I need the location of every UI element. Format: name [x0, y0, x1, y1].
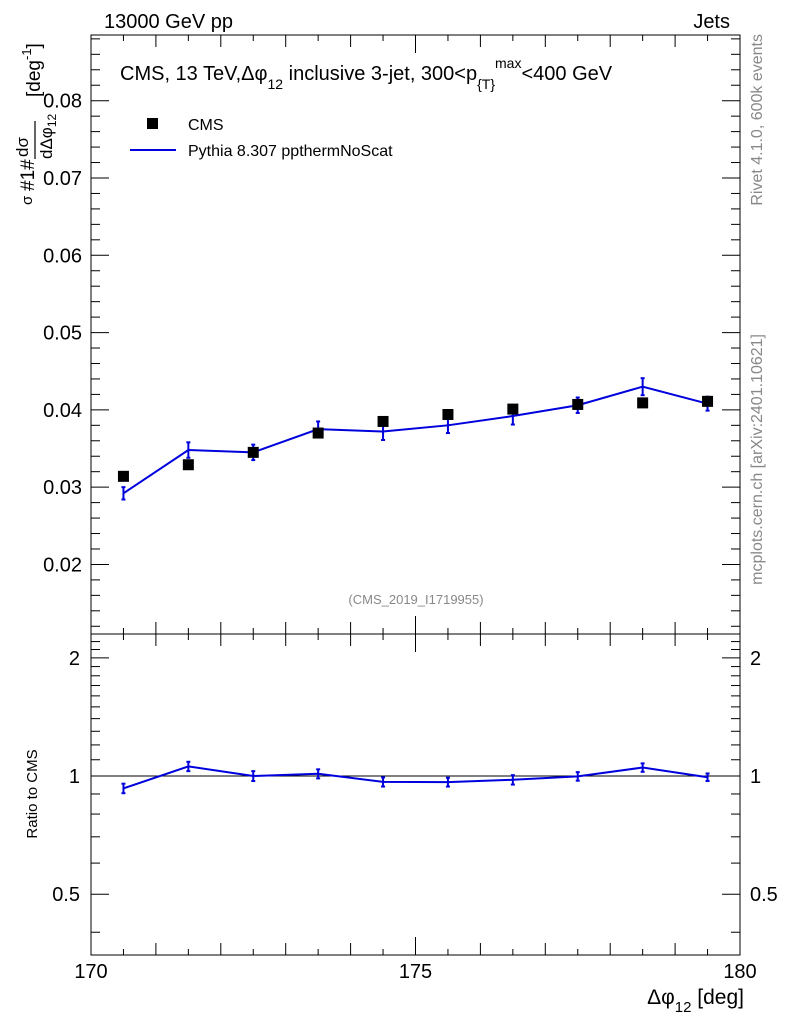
header-left: 13000 GeV pp: [104, 11, 233, 33]
ratio-y-tick-label-right: 0.5: [750, 884, 778, 906]
main-axes: 0.02 0.03 0.04 0.05 0.06 0.07 0.08: [43, 35, 741, 634]
ratio-y-tick-label-right: 2: [750, 648, 761, 670]
cms-point: [572, 398, 584, 410]
legend-cms-marker: [147, 118, 158, 129]
legend-cms-label: CMS: [188, 117, 224, 134]
y-tick-label: 0.06: [43, 245, 82, 267]
svg-text:#1#: #1#: [18, 159, 39, 191]
plot-title: CMS, 13 TeV,Δφ12 inclusive 3-jet, 300<p{…: [120, 55, 613, 92]
ratio-plot-frame: [90, 633, 741, 956]
ratio-y-tick-label: 1: [69, 766, 80, 788]
header-right: Jets: [693, 11, 730, 33]
y-tick-label: 0.08: [43, 91, 82, 113]
main-data-layer: [117, 377, 714, 501]
ratio-y-tick-label-right: 1: [750, 766, 761, 788]
svg-text:[deg-1]: [deg-1]: [19, 43, 45, 97]
pythia-line: [122, 385, 708, 495]
cms-point: [247, 446, 259, 458]
cms-point: [117, 470, 129, 482]
cms-point: [637, 397, 649, 409]
y-tick-label: 0.04: [43, 400, 82, 422]
ratio-axes: 170 175 180 0.5 0.5 1 1 2 2: [52, 634, 778, 983]
cms-point: [507, 403, 519, 415]
y-axis-label-main: σ #1# dσ dΔφ12 [deg-1]: [13, 43, 59, 205]
cms-point: [442, 408, 454, 420]
analysis-watermark: (CMS_2019_I1719955): [348, 592, 483, 607]
y-axis-label-ratio: Ratio to CMS: [24, 749, 41, 838]
x-tick-label: 170: [74, 961, 107, 983]
x-axis-label: Δφ12 [deg]: [647, 986, 744, 1016]
cms-point: [312, 427, 324, 439]
x-tick-label: 180: [723, 961, 756, 983]
y-tick-label: 0.03: [43, 477, 82, 499]
cms-point: [377, 415, 389, 427]
ratio-data-layer: [121, 760, 710, 795]
legend: CMS Pythia 8.307 ppthermNoScat: [130, 117, 393, 160]
mcplots-label: mcplots.cern.ch [arXiv:2401.10621]: [749, 334, 766, 585]
ratio-y-tick-label: 2: [69, 648, 80, 670]
y-tick-label: 0.05: [43, 323, 82, 345]
rivet-label: Rivet 4.1.0, 600k events: [749, 34, 766, 206]
legend-pythia-label: Pythia 8.307 ppthermNoScat: [188, 143, 393, 160]
y-tick-label: 0.02: [43, 554, 82, 576]
svg-text:dΔφ12: dΔφ12: [37, 113, 59, 159]
x-tick-label: 175: [399, 961, 432, 983]
y-tick-label: 0.07: [43, 168, 82, 190]
svg-text:σ: σ: [19, 195, 36, 205]
ratio-line: [123, 765, 708, 790]
svg-text:dσ: dσ: [13, 137, 32, 157]
cms-point: [182, 459, 194, 471]
cms-point: [702, 395, 714, 407]
ratio-y-tick-label: 0.5: [52, 884, 80, 906]
